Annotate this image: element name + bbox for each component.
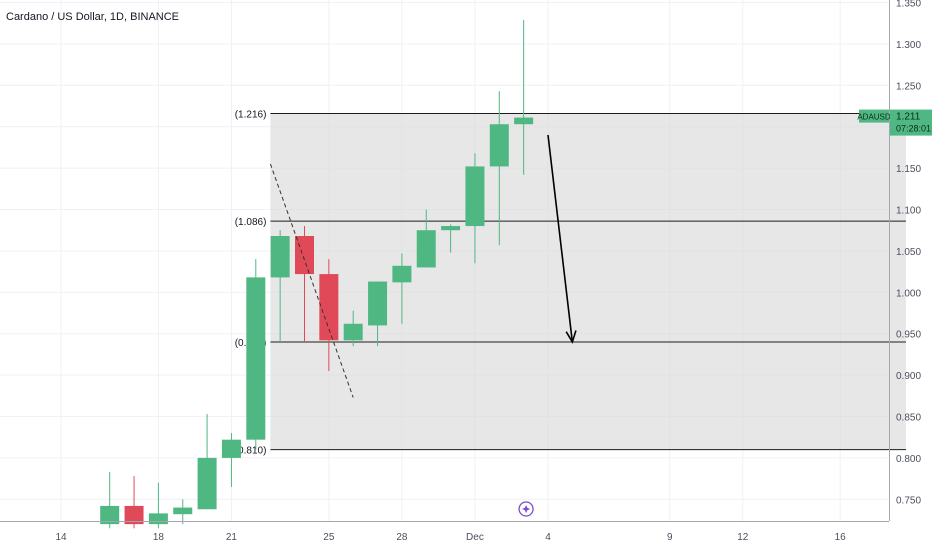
price-tick-label: 1.000 [896, 288, 921, 299]
candle[interactable] [173, 499, 193, 525]
fib-level-label: (0.810) [235, 446, 267, 457]
candle-body[interactable] [100, 505, 120, 525]
fib-zone [270, 113, 906, 450]
candle[interactable] [100, 471, 120, 529]
price-tick-label: 1.050 [896, 247, 921, 258]
time-tick-label: 25 [323, 532, 335, 543]
fib-level-label: (1.086) [235, 217, 267, 228]
candle-body[interactable] [197, 457, 217, 510]
symbol-tag-text: ADAUSD [857, 113, 891, 122]
candle-body[interactable] [465, 166, 485, 227]
price-tag-value: 1.211 [896, 112, 921, 123]
candle[interactable] [368, 281, 388, 347]
candle-body[interactable] [148, 513, 168, 525]
candle[interactable] [392, 253, 412, 324]
candle-body[interactable] [295, 235, 314, 275]
chart-title: Cardano / US Dollar, 1D, BINANCE [6, 11, 180, 23]
price-tick-label: 1.150 [896, 164, 921, 175]
symbol-tag [859, 109, 889, 123]
candle-body[interactable] [173, 507, 193, 515]
price-tick-label: 0.800 [896, 454, 921, 465]
candle[interactable] [197, 414, 217, 510]
candle[interactable] [124, 476, 144, 529]
candle[interactable] [319, 259, 339, 371]
event-marker-star [522, 505, 531, 513]
candle-body[interactable] [416, 230, 436, 268]
candle-body[interactable] [221, 439, 241, 458]
price-tick-label: 0.850 [896, 413, 921, 424]
time-tick-label: 18 [153, 532, 165, 543]
dashed-trend-line[interactable] [269, 163, 354, 398]
candle-body[interactable] [441, 226, 461, 231]
arrow-head [565, 330, 577, 344]
price-tick-label: 0.750 [896, 495, 921, 506]
candle-body[interactable] [368, 281, 388, 326]
candle-body[interactable] [343, 323, 363, 341]
candle[interactable] [416, 209, 436, 268]
fib-level-label: (1.216) [235, 109, 267, 120]
candle-body[interactable] [489, 124, 509, 167]
candle[interactable] [514, 19, 534, 175]
price-countdown: 07:28:01 [896, 124, 931, 134]
price-tick-label: 0.900 [896, 371, 921, 382]
price-tick-label: 1.250 [896, 81, 921, 92]
candles[interactable] [100, 19, 534, 529]
candle[interactable] [246, 259, 266, 450]
time-tick-label: 16 [835, 532, 847, 543]
time-tick-label: 12 [737, 532, 749, 543]
candle-body[interactable] [124, 505, 144, 525]
price-tag [890, 109, 932, 136]
candle-body[interactable] [270, 235, 290, 278]
time-tick-label: 14 [55, 532, 67, 543]
candle[interactable] [270, 230, 290, 342]
candle[interactable] [489, 91, 509, 246]
time-tick-label: 4 [545, 532, 551, 543]
axes: 1.3501.3001.2501.2001.1501.1001.0501.000… [0, 0, 932, 543]
arrow-shaft[interactable] [547, 134, 574, 343]
time-tick-label: 28 [396, 532, 408, 543]
price-tick-label: 0.950 [896, 330, 921, 341]
event-marker-icon[interactable] [518, 501, 534, 517]
time-tick-label: 21 [226, 532, 238, 543]
price-tick-label: 1.100 [896, 206, 921, 217]
time-tick-label: 9 [667, 532, 673, 543]
candle[interactable] [441, 224, 461, 253]
candle-body[interactable] [514, 117, 534, 125]
price-tick-label: 1.350 [896, 0, 921, 10]
price-tick-label: 1.300 [896, 40, 921, 51]
candle-body[interactable] [246, 277, 266, 440]
candle-body[interactable] [392, 265, 412, 283]
time-tick-label: Dec [466, 532, 484, 543]
candle-body[interactable] [319, 274, 339, 341]
drawings[interactable] [269, 134, 577, 398]
candle[interactable] [148, 482, 168, 529]
candle[interactable] [221, 433, 241, 487]
candle[interactable] [343, 310, 363, 347]
candle[interactable] [465, 153, 485, 264]
